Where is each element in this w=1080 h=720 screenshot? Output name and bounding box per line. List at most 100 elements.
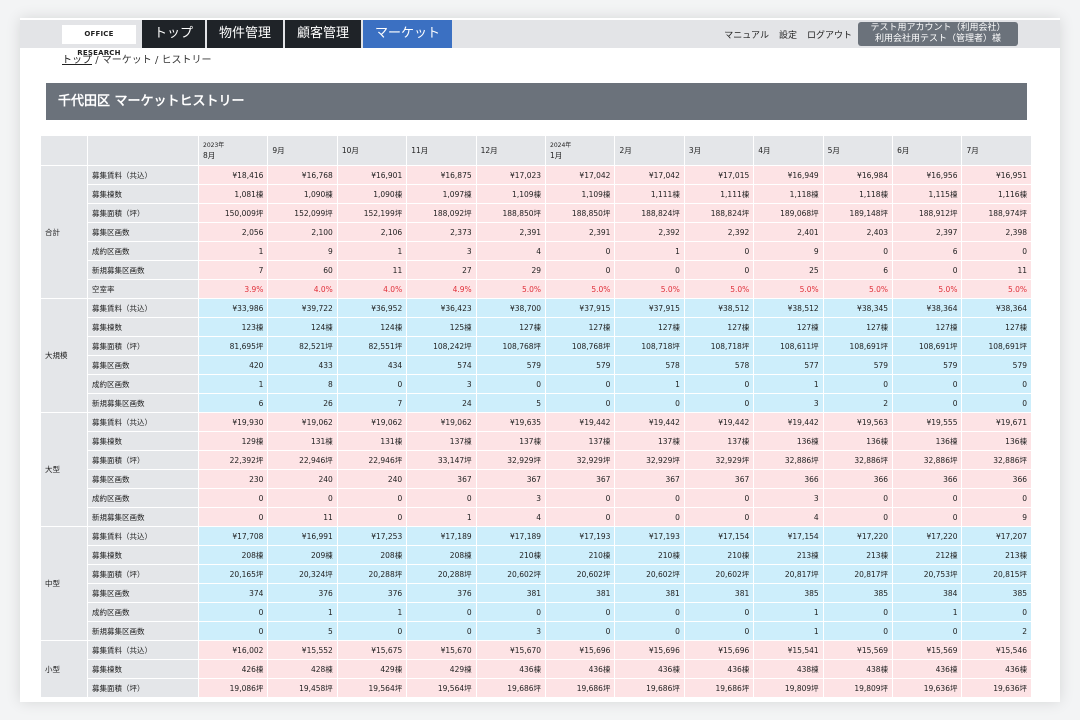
table-cell: 5.0% [683, 279, 755, 299]
table-row: 新規募集区画数 0 11 0 1 4 0 0 0 4 0 0 9 [41, 507, 1032, 527]
table-row: 募集棟数 426棟 428棟 429棟 429棟 436棟 436棟 436棟 436棟 438棟… [41, 659, 1032, 679]
table-cell: 4 [753, 507, 824, 527]
settings-link[interactable]: 設定 [778, 30, 797, 41]
table-cell: 152,099坪 [267, 203, 338, 223]
nav-tab-market[interactable]: マーケット [363, 20, 453, 48]
column-month: 2月 [619, 145, 632, 155]
row-label: 募集面積（坪） [87, 336, 199, 356]
table-cell: 136棟 [961, 431, 1032, 451]
table-cell: 213棟 [753, 545, 824, 565]
logo[interactable]: OFFICE RESEARCH [62, 25, 136, 57]
table-cell: 3 [475, 621, 547, 641]
group-label: 大型 [40, 412, 88, 527]
column-month: 3月 [688, 145, 702, 155]
row-label: 募集棟数 [87, 317, 199, 337]
table-cell: 129棟 [197, 431, 269, 451]
table-cell: ¥37,915 [614, 298, 685, 318]
table-cell: 20,602坪 [614, 564, 685, 584]
table-cell: ¥17,154 [753, 526, 824, 546]
history-table-container[interactable]: 2023年 8月 9月 10月 11月 12月 2024年 1月 2月 3月 4月 5月 6月 7月 合計… [40, 135, 1033, 702]
table-cell: 9 [753, 241, 824, 261]
table-cell: 20,815坪 [961, 564, 1032, 584]
table-cell: 0 [822, 507, 894, 527]
table-cell: 5.0% [545, 279, 616, 299]
table-cell: ¥17,193 [545, 526, 616, 546]
table-cell: 381 [683, 583, 755, 603]
table-cell: 436棟 [545, 659, 616, 679]
table-cell: 127棟 [753, 317, 824, 337]
table-cell: 0 [961, 488, 1032, 508]
table-cell: 8 [267, 374, 338, 394]
table-cell: 22,946坪 [267, 450, 338, 470]
table-cell: 5.0% [475, 279, 547, 299]
table-cell: 0 [336, 507, 408, 527]
table-cell: 5 [267, 621, 338, 641]
table-cell: 0 [336, 488, 408, 508]
table-row: 募集区画数 2,056 2,100 2,106 2,373 2,391 2,391 2,392… [41, 222, 1032, 242]
table-cell: 429棟 [336, 659, 408, 679]
table-cell: 367 [406, 469, 477, 489]
table-cell: 2,403 [822, 222, 894, 242]
table-cell: 1 [197, 241, 269, 261]
row-label: 募集賃料（共込） [87, 165, 199, 185]
column-month: 8月 [203, 150, 216, 160]
table-cell: 436棟 [475, 659, 547, 679]
table-cell: ¥16,901 [336, 165, 408, 185]
table-row: 募集面積（坪） 22,392坪 22,946坪 22,946坪 33,147坪 32,92… [41, 450, 1032, 470]
table-cell: 60 [267, 260, 338, 280]
nav-tab-top[interactable]: トップ [142, 20, 206, 48]
table-cell: 1 [197, 374, 269, 394]
table-cell: 212棟 [892, 545, 963, 565]
table-cell: ¥15,569 [822, 640, 894, 660]
table-cell: 366 [753, 469, 824, 489]
table-cell: 0 [197, 507, 269, 527]
column-header: 3月 [683, 135, 755, 166]
table-cell: 19,636坪 [961, 678, 1032, 698]
table-cell: 25 [753, 260, 824, 280]
column-month: 12月 [480, 145, 498, 155]
table-cell: 0 [822, 488, 894, 508]
column-header: 2024年 1月 [545, 135, 616, 166]
account-button[interactable]: テスト用アカウント（利用会社） 利用会社用テスト（管理者）様 [858, 22, 1018, 46]
table-cell: 108,768坪 [475, 336, 547, 356]
table-cell: 0 [545, 393, 616, 413]
table-cell: 27 [406, 260, 477, 280]
table-row: 募集面積（坪） 150,009坪 152,099坪 152,199坪 188,092坪 1… [41, 203, 1032, 223]
table-cell: 0 [961, 241, 1032, 261]
table-row: 大型 募集賃料（共込） ¥19,930 ¥19,062 ¥19,062 ¥19,062 ¥1… [40, 412, 1032, 527]
table-cell: 0 [406, 488, 477, 508]
nav-tab-properties[interactable]: 物件管理 [207, 20, 284, 48]
table-cell: 0 [545, 602, 616, 622]
nav-tab-customers[interactable]: 顧客管理 [285, 20, 362, 48]
table-cell: ¥15,541 [753, 640, 824, 660]
table-cell: 0 [892, 260, 963, 280]
table-cell: 208棟 [336, 545, 408, 565]
table-cell: 0 [683, 602, 755, 622]
table-cell: 0 [475, 602, 547, 622]
table-cell: ¥37,915 [545, 298, 616, 318]
table-cell: 1,118棟 [753, 184, 824, 204]
table-cell: ¥17,015 [683, 165, 755, 185]
table-cell: 0 [683, 507, 755, 527]
breadcrumb-home[interactable]: トップ [62, 55, 92, 66]
table-row: 募集面積（坪） 81,695坪 82,521坪 82,551坪 108,242坪 108,… [41, 336, 1032, 356]
table-cell: 385 [961, 583, 1032, 603]
table-cell: 0 [545, 507, 616, 527]
table-cell: 0 [822, 241, 894, 261]
table-row: 空室率 3.9% 4.0% 4.0% 4.9% 5.0% 5.0% 5.0% 5.0% 5.0% 5… [41, 279, 1032, 299]
table-cell: 434 [336, 355, 408, 375]
table-cell: 367 [475, 469, 547, 489]
logout-link[interactable]: ログアウト [806, 30, 852, 41]
column-month: 9月 [272, 145, 285, 155]
table-cell: 127棟 [545, 317, 616, 337]
table-cell: 578 [683, 355, 755, 375]
manual-link[interactable]: マニュアル [724, 30, 769, 41]
table-cell: 127棟 [822, 317, 894, 337]
table-cell: 7 [197, 260, 269, 280]
table-cell: 2 [822, 393, 894, 413]
header-group [40, 135, 88, 166]
table-cell: 3 [406, 241, 477, 261]
column-header: 7月 [961, 135, 1032, 166]
table-cell: 0 [614, 602, 685, 622]
breadcrumb: トップ / マーケット / ヒストリー [62, 51, 212, 66]
